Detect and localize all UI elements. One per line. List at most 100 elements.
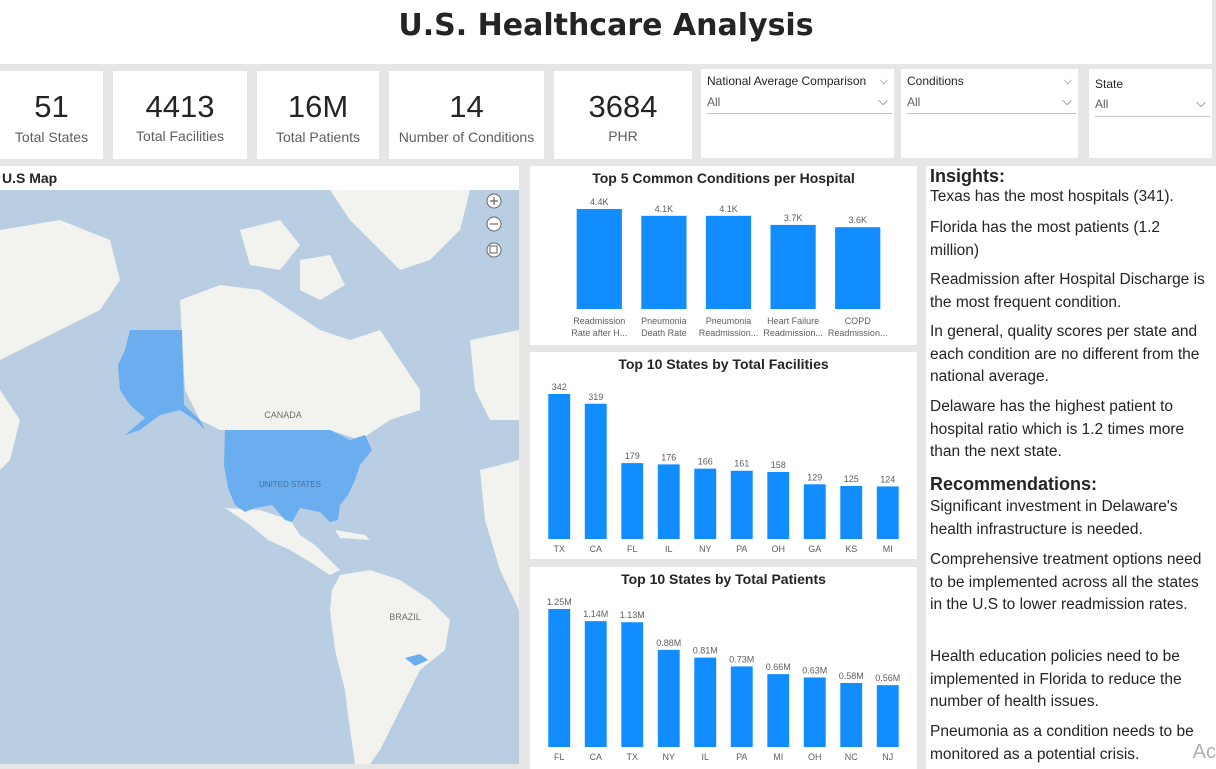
contiguous-us-highlight[interactable] [224, 430, 372, 522]
siberia-land [0, 220, 120, 360]
chart-svg: 342 TX 319 CA 179 FL 176 IL 166 NY 161 PA 158 OH 129 GA… [548, 382, 899, 554]
zoom-in-icon[interactable] [490, 197, 498, 205]
chart-bar[interactable] [621, 622, 644, 747]
chart-bar[interactable] [730, 666, 753, 747]
chart-bar[interactable] [840, 486, 863, 539]
chevron-down-icon[interactable]: ⌵ [878, 94, 888, 109]
x-tick-label: NY [699, 544, 712, 554]
chart-bar[interactable] [730, 470, 753, 539]
data-label: 166 [698, 457, 713, 467]
kpi-value: 14 [449, 89, 484, 124]
chevron-down-icon[interactable]: ⌵ [1063, 74, 1072, 87]
slicer-conditions[interactable]: Conditions ⌵ All ⌵ [901, 69, 1078, 158]
data-label: 0.58M [839, 671, 864, 681]
x-tick-label: PA [736, 544, 747, 554]
arctic-island [300, 255, 345, 300]
us-map-visual[interactable]: U.S Map CANADA UNITED STATES BRAZIL [0, 166, 519, 764]
kpi-card-total-patients[interactable]: 16M Total Patients [257, 71, 379, 159]
chart-bar[interactable] [621, 463, 644, 539]
chart-bar[interactable] [803, 484, 826, 539]
x-tick-label: Death Rate [641, 328, 687, 338]
chart-bar[interactable] [705, 215, 752, 309]
x-tick-label: NY [662, 752, 675, 762]
chart-bar[interactable] [803, 677, 826, 747]
x-tick-label: Readmission... [763, 328, 823, 338]
x-tick-label: Readmission... [699, 328, 759, 338]
chart-bar[interactable] [584, 621, 607, 747]
x-tick-label: Heart Failure [767, 316, 819, 326]
recommendations-heading: Recommendations: [930, 474, 1098, 494]
chart-bar[interactable] [576, 209, 622, 309]
page-title: U.S. Healthcare Analysis [398, 8, 814, 43]
insight-item: Delaware has the highest patient to hosp… [930, 398, 1185, 460]
slicer-selected-value[interactable]: All [907, 95, 921, 109]
kpi-card-total-states[interactable]: 51 Total States [0, 71, 103, 159]
insight-item: Readmission after Hospital Discharge is … [930, 271, 1205, 311]
canada-land [180, 285, 420, 440]
alaska-highlight[interactable] [118, 330, 205, 435]
chart-title: Top 10 States by Total Patients [621, 571, 826, 587]
data-label: 0.63M [802, 665, 827, 675]
puerto-rico-highlight[interactable] [405, 654, 428, 666]
data-label: 4.1K [719, 204, 738, 214]
x-tick-label: PA [736, 752, 747, 762]
chevron-down-icon[interactable]: ⌵ [879, 74, 888, 87]
select-icon[interactable] [489, 245, 498, 254]
chart-top-patients[interactable]: Top 10 States by Total Patients 1.25M FL 1… [530, 567, 917, 769]
arctic-island [240, 220, 300, 270]
slicer-national-average-comparison[interactable]: National Average Comparison ⌵ All ⌵ [701, 69, 894, 158]
insights-panel: Insights: Texas has the most hospitals (… [926, 166, 1216, 769]
chart-bar[interactable] [657, 649, 680, 747]
chart-bar[interactable] [657, 464, 680, 539]
slicer-underline [1095, 116, 1210, 117]
chart-bar[interactable] [694, 468, 717, 539]
chevron-down-icon[interactable]: ⌵ [1196, 96, 1206, 111]
chart-bar[interactable] [767, 674, 790, 747]
chart-bar[interactable] [770, 224, 816, 309]
kpi-card-phr[interactable]: 3684 PHR [554, 71, 692, 159]
header: U.S. Healthcare Analysis [0, 0, 1212, 64]
chart-bar[interactable] [584, 403, 607, 539]
x-tick-label: FL [627, 544, 638, 554]
slicer-selected-value[interactable]: All [707, 95, 721, 109]
x-tick-label: OH [772, 544, 786, 554]
chart-svg: 1.25M FL 1.14M CA 1.13M TX 0.88M NY 0.81M IL 0.73M… [547, 597, 901, 762]
chart-bar[interactable] [840, 682, 863, 747]
kpi-card-number-of-conditions[interactable]: 14 Number of Conditions [389, 71, 544, 159]
chart-bar[interactable] [548, 609, 571, 747]
x-tick-label: Rate after H... [571, 328, 627, 338]
chart-bar[interactable] [835, 227, 881, 309]
kpi-label: Total States [14, 129, 89, 145]
chart-bar[interactable] [694, 657, 717, 747]
data-label: 161 [734, 459, 749, 469]
x-tick-label: OH [808, 752, 822, 762]
chart-bar[interactable] [876, 685, 899, 747]
chart-bar[interactable] [767, 472, 790, 539]
kpi-value: 4413 [145, 89, 215, 124]
chevron-down-icon[interactable]: ⌵ [1062, 94, 1072, 109]
x-tick-label: MI [773, 752, 783, 762]
x-tick-label: CA [589, 544, 602, 554]
slicer-selected-value[interactable]: All [1095, 97, 1109, 111]
slicer-state[interactable]: State All ⌵ [1089, 69, 1212, 158]
select-icon[interactable] [486, 242, 502, 258]
slicer-title: State [1095, 77, 1124, 91]
chart-top-facilities[interactable]: Top 10 States by Total Facilities 342 TX 3… [530, 352, 917, 559]
data-label: 0.81M [693, 646, 718, 656]
x-tick-label: GA [808, 544, 821, 554]
chart-top-conditions[interactable]: Top 5 Common Conditions per Hospital 4.4… [530, 166, 917, 345]
x-tick-label: IL [701, 752, 709, 762]
chart-bar[interactable] [548, 394, 571, 539]
data-label: 319 [588, 392, 603, 402]
insight-item: Texas has the most hospitals (341). [930, 188, 1174, 205]
data-label: 158 [771, 460, 786, 470]
kpi-card-total-facilities[interactable]: 4413 Total Facilities [113, 71, 247, 159]
chart-bar[interactable] [876, 486, 899, 539]
data-label: 0.56M [875, 673, 900, 683]
data-label: 0.66M [766, 662, 791, 672]
map-canvas[interactable]: CANADA UNITED STATES BRAZIL [0, 190, 519, 764]
data-label: 125 [844, 474, 859, 484]
chart-bar[interactable] [641, 215, 687, 309]
insight-item: In general, quality scores per state and… [930, 323, 1200, 385]
activation-watermark: Ac [1192, 741, 1216, 763]
